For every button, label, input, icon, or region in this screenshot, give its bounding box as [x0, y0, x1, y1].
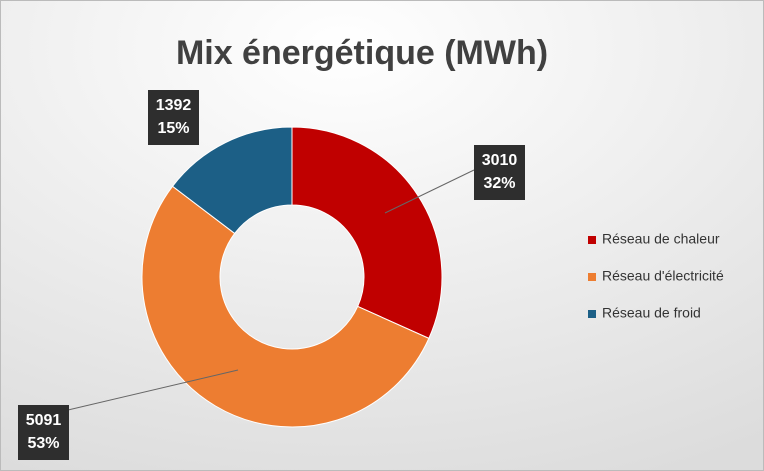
donut-slice — [171, 126, 293, 235]
donut-slice — [141, 185, 430, 428]
donut-slice — [291, 126, 443, 340]
legend-swatch — [588, 236, 596, 244]
data-label: 53% — [27, 435, 59, 452]
leader-line — [384, 169, 475, 214]
data-label: 32% — [483, 175, 515, 192]
data-label-box — [474, 145, 525, 200]
data-label: 5091 — [26, 412, 62, 429]
legend-swatch — [588, 310, 596, 318]
data-label: 3010 — [482, 152, 518, 169]
legend-label: Réseau de froid — [602, 305, 701, 321]
data-label: 1392 — [156, 97, 192, 114]
legend-swatch — [588, 273, 596, 281]
legend-label: Réseau d'électricité — [602, 268, 724, 284]
data-label-box — [18, 405, 69, 460]
leader-line — [67, 369, 239, 411]
data-label-box — [148, 90, 199, 145]
legend-label: Réseau de chaleur — [602, 231, 720, 247]
data-label: 15% — [157, 120, 189, 137]
chart-title: Mix énergétique (MWh) — [176, 34, 548, 72]
